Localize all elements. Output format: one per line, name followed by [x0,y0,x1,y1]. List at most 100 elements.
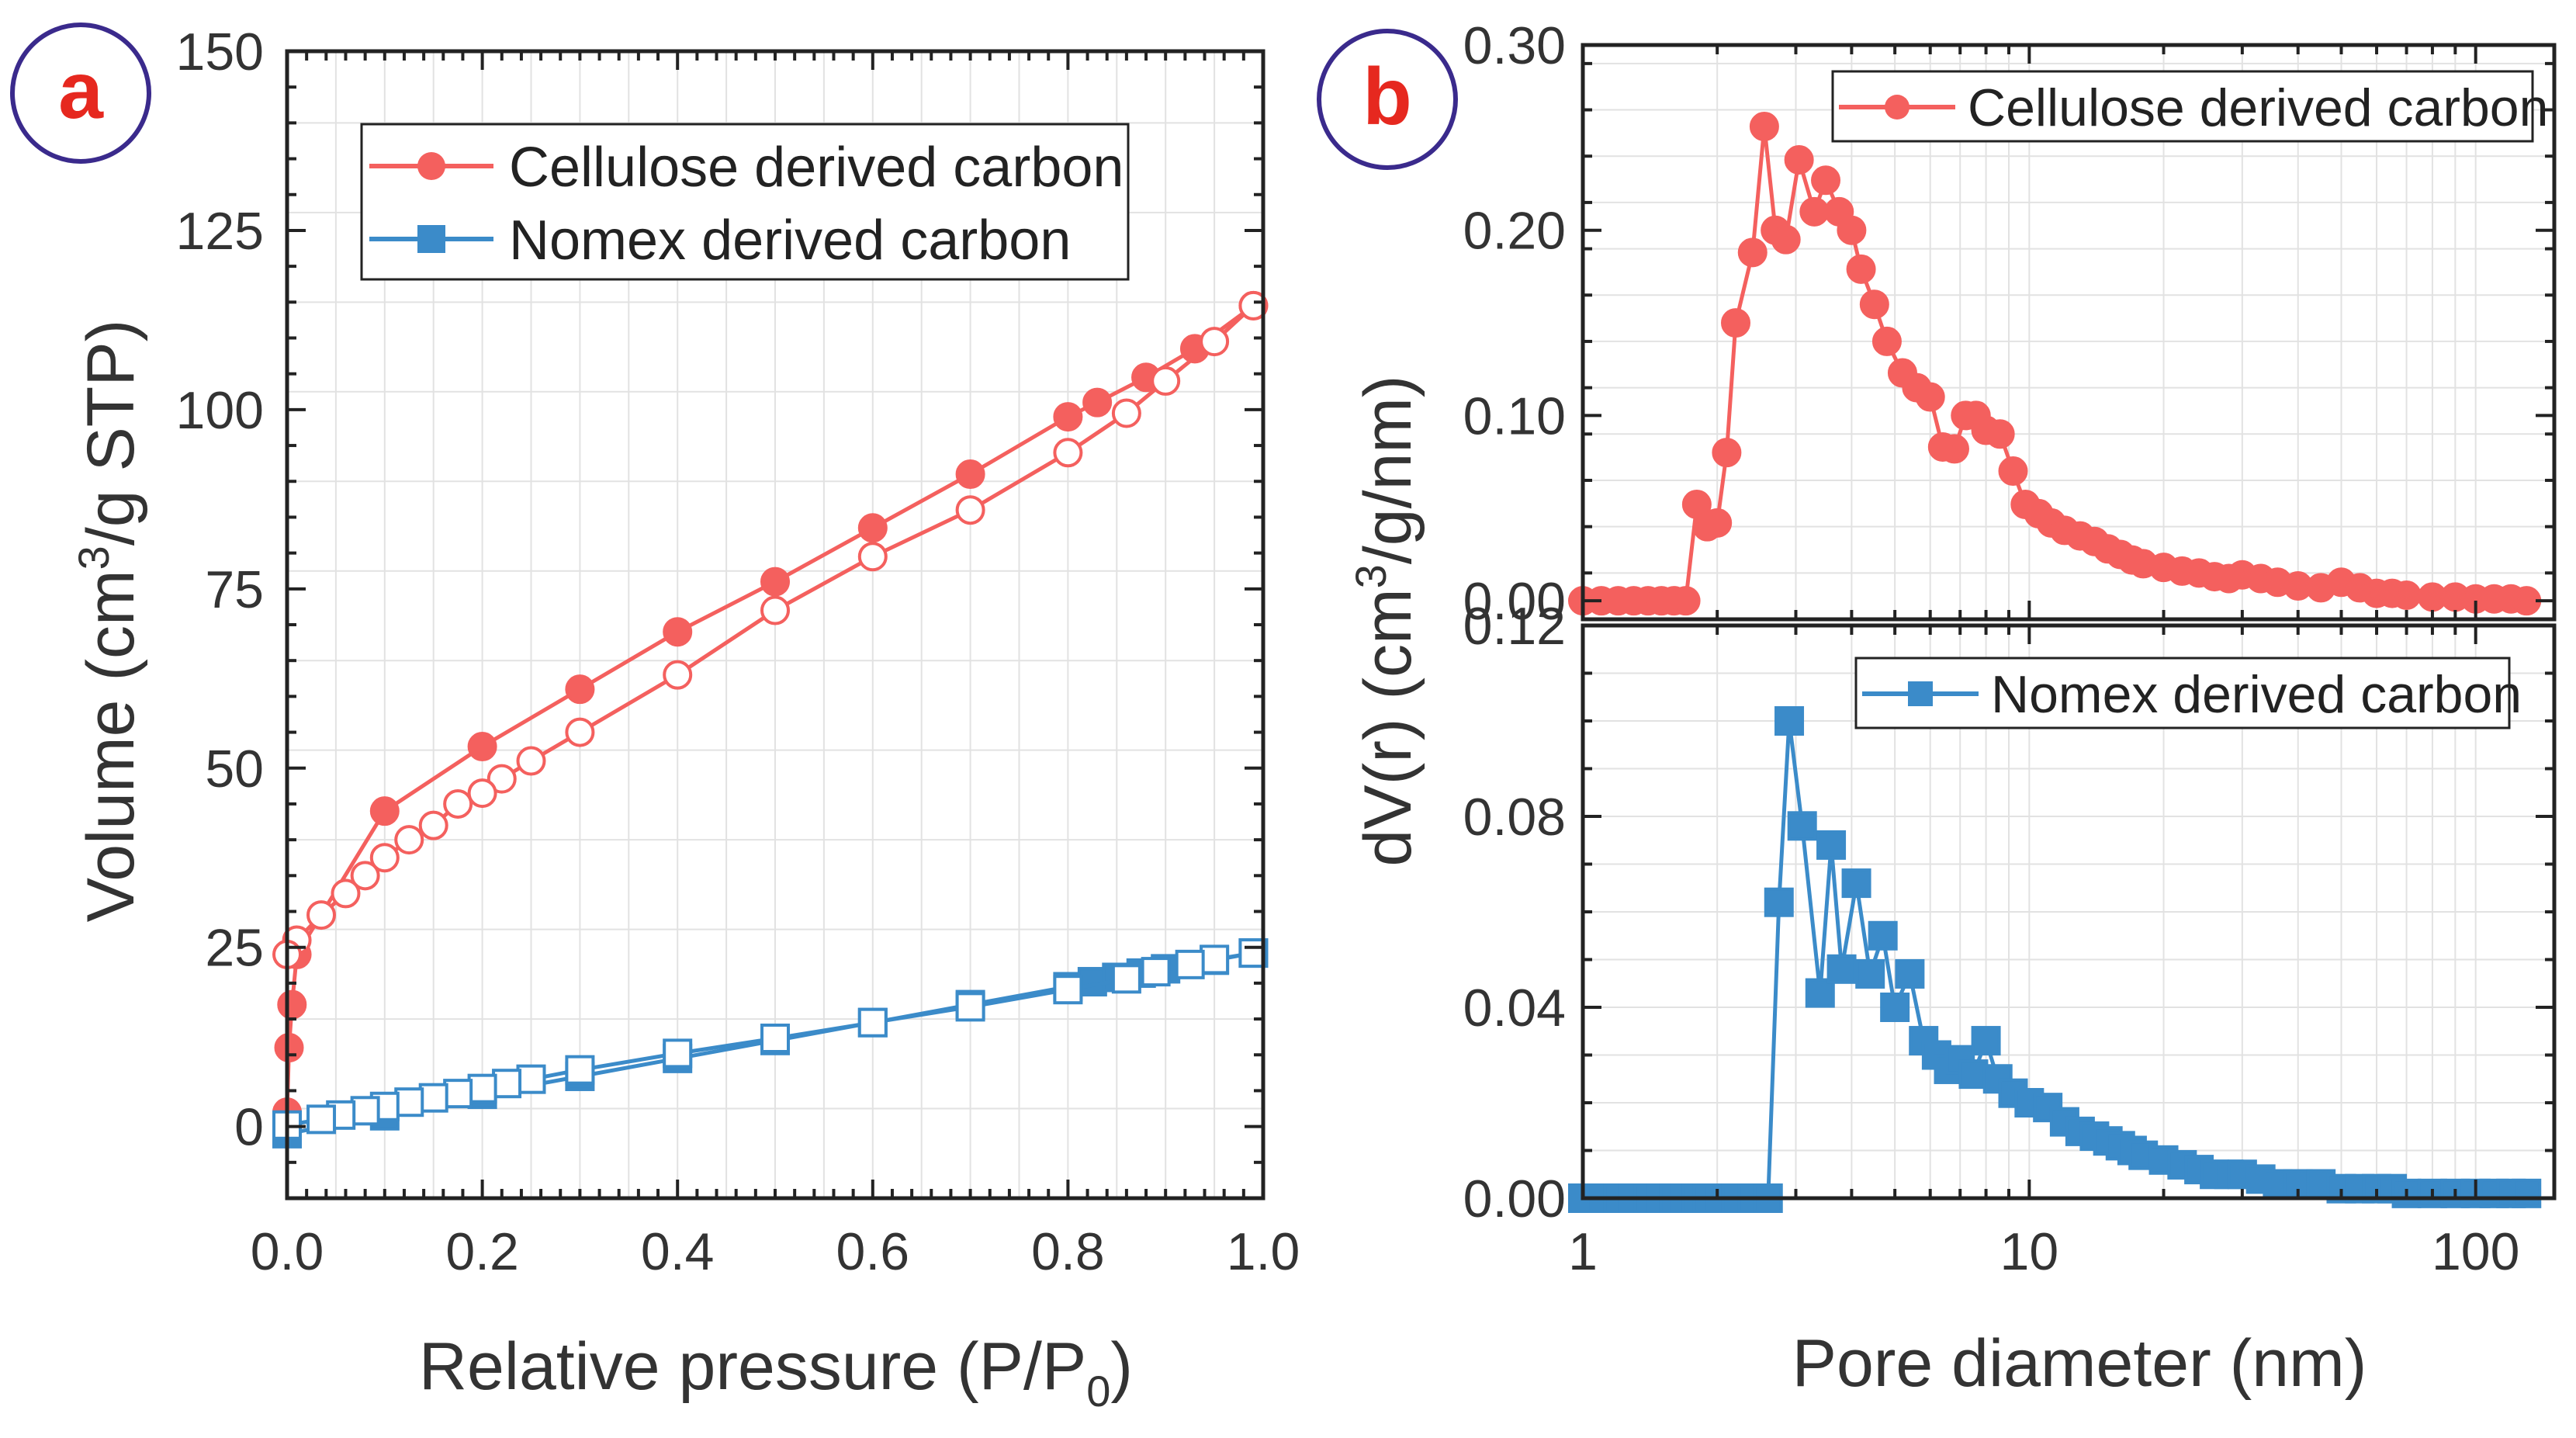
nomex-desorption-point [663,1038,693,1069]
cellulose-psd-point [1799,196,1830,227]
cellulose-psd-point [1702,508,1733,538]
nomex-desorption-point [516,1064,546,1094]
cellulose-psd-point [1998,456,2028,487]
cellulose-psd-point [1771,224,1801,255]
cellulose-adsorption-point [1053,402,1083,432]
cellulose-desorption-point [760,595,790,625]
nomex-psd-point [1868,920,1898,951]
panel-a-x-tick-label: 0.6 [836,1222,910,1281]
panel-b-y-tick-label: 0.00 [1463,1169,1566,1228]
panel-a-x-axis-label: Relative pressure (P/P0) [419,1329,1133,1415]
panel-b-x-axis-label: Pore diameter (nm) [1792,1326,2367,1401]
nomex-psd-point [1971,1026,2001,1056]
legend-bt-cellulose-marker [1885,95,1909,120]
cellulose-adsorption-line [285,303,1255,1113]
nomex-desorption-point [1141,957,1171,987]
cellulose-psd-point [2391,580,2422,610]
nomex-desorption-point [1053,975,1083,1005]
cellulose-desorption-point [1053,438,1083,468]
panel-a-y-tick-label: 25 [205,919,264,978]
cellulose-adsorption-point [857,513,888,543]
panel-a-y-tick-label: 50 [205,740,264,799]
panel-a-x-label-end: ) [1110,1329,1133,1404]
nomex-psd-point [1855,958,1885,989]
cellulose-desorption-point [955,495,985,525]
cellulose-psd-point [1784,145,1814,175]
panel-a-y-label-main: Volume (cm [74,570,148,922]
cellulose-psd-point [1737,237,1768,268]
nomex-psd-point [1787,811,1817,841]
panel-b-bottom-legend: Nomex derived carbon [1854,657,2522,729]
cellulose-desorption-point [331,878,361,909]
nomex-desorption-point [467,1073,497,1104]
cellulose-psd-point [1859,289,1889,320]
panel-a-badge: a [10,23,151,164]
panel-b-y-label-main: dV(r) (cm [1351,588,1425,866]
panel-b-y-tick-label: 0.20 [1463,202,1566,261]
nomex-desorption-point [760,1024,790,1054]
panel-a-y-tick-label: 150 [176,23,264,81]
nomex-desorption-point [394,1087,424,1117]
legend-bt-cellulose-label: Cellulose derived carbon [1968,78,2548,137]
panel-a-x-tick-label: 0.0 [251,1222,324,1281]
legend-a-nomex-label: Nomex derived carbon [509,210,1071,272]
cellulose-psd-point [1671,586,1701,616]
nomex-desorption-point [418,1083,448,1113]
nomex-psd-point [1764,887,1794,917]
cellulose-adsorption-point [565,674,595,705]
nomex-psd-point [1816,830,1847,860]
cellulose-desorption-point [486,764,517,794]
cellulose-desorption-point [369,843,400,873]
panel-a-x-tick-label: 0.8 [1031,1222,1105,1281]
cellulose-adsorption-point [1082,387,1113,418]
panel-a-legend-box [360,123,1130,281]
legend-bb-nomex-marker [1908,681,1933,706]
cellulose-desorption-point [565,717,595,747]
nomex-desorption-point [1111,964,1141,994]
cellulose-desorption-point [350,861,380,891]
panel-a-legend: Cellulose derived carbon Nomex derived c… [360,123,1130,281]
cellulose-desorption-point [306,900,337,930]
panel-a-y-tick-label: 75 [205,560,264,619]
panel-b-x-tick-label: 100 [2432,1222,2519,1281]
panel-b-y-label-sup: 3 [1346,564,1395,588]
panel-b-x-tick-label: 10 [2000,1222,2059,1281]
panel-a-x-tick-label: 0.2 [445,1222,519,1281]
cellulose-psd-point [1837,215,1867,245]
cellulose-desorption-point [1200,327,1230,357]
cellulose-psd-point [1749,112,1779,142]
panel-a-x-label-sub: 0 [1086,1367,1110,1415]
cellulose-psd-point [1846,254,1876,284]
panel-b-y-label-end: /g/nm) [1351,375,1425,564]
panel-a-series [272,290,1269,1149]
panel-b-label: b [1362,52,1412,142]
cellulose-adsorption-point [760,567,790,597]
nomex-desorption-point [1200,944,1230,975]
cellulose-desorption-point [663,660,693,690]
panel-b-top-frame [1581,43,2557,622]
cellulose-adsorption-point [467,732,497,762]
cellulose-desorption-point [443,788,473,819]
cellulose-psd-point [1712,438,1742,468]
legend-a-cellulose-marker [417,152,445,180]
panel-a-x-tick-label: 0.4 [641,1222,715,1281]
panel-a-y-tick-label: 0 [234,1098,264,1157]
nomex-desorption-point [1175,949,1205,979]
nomex-psd-point [1895,958,1925,989]
panel-a-ticks [286,50,1265,1200]
cellulose-desorption-point [467,778,497,809]
nomex-psd-point [1958,1059,1989,1090]
cellulose-desorption-point [857,542,888,572]
panel-a-x-tick-label: 1.0 [1227,1222,1300,1281]
panel-a-y-tick-label: 125 [176,202,264,261]
nomex-desorption-point [443,1079,473,1109]
cellulose-desorption-point [1111,398,1141,428]
panel-a-tick-labels: 0.0 0.2 0.4 0.6 0.8 1.0 0 25 50 75 100 125 150 [176,23,1300,1281]
panel-a-chart: 0.0 0.2 0.4 0.6 0.8 1.0 0 25 50 75 100 125 150 Volum… [69,23,1300,1415]
nomex-psd-point [2512,1178,2542,1208]
panel-b-y-tick-label: 0.08 [1463,788,1566,847]
panel-b-tick-labels: 1 10 100 0.00 0.10 0.20 0.30 0.00 0.04 0.08 0.12 [1463,16,2520,1281]
nomex-psd-point [1880,993,1910,1022]
nomex-psd-point [1774,706,1805,736]
cellulose-desorption-point [418,810,448,840]
